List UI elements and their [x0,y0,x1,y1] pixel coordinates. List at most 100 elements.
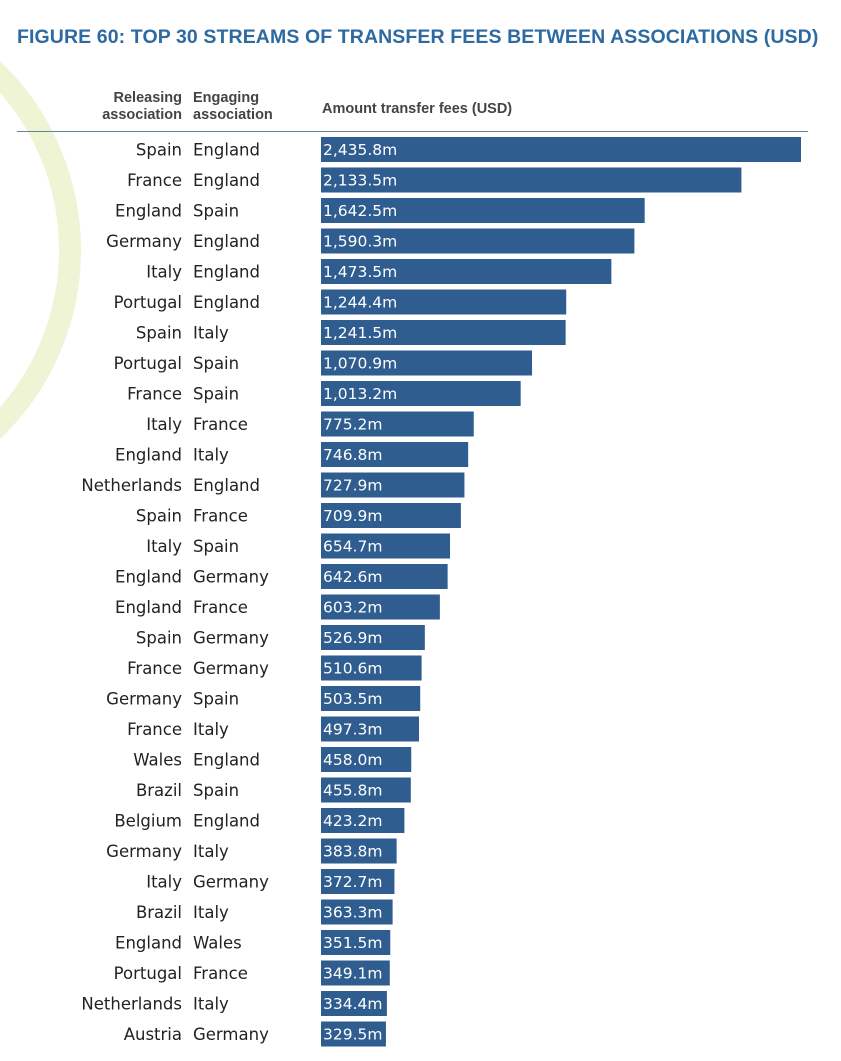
releasing-label: Brazil [136,781,182,800]
engaging-label: Germany [193,873,269,892]
bar [321,960,390,986]
engaging-label: England [193,812,260,831]
bar-value-label: 383.8m [323,843,382,861]
bar-value-label: 775.2m [323,416,382,434]
bar-value-label: 1,642.5m [323,202,397,220]
releasing-label: Brazil [136,903,182,922]
bar [321,442,469,467]
bar [321,564,448,589]
releasing-label: Portugal [114,293,182,312]
releasing-label: Netherlands [81,476,182,495]
bar [321,320,566,345]
bar-value-label: 510.6m [323,660,382,678]
bar-value-label: 372.7m [323,873,382,891]
bar-value-label: 654.7m [323,538,382,556]
releasing-association-header: Releasing association [102,90,182,123]
bar-value-label: 349.1m [323,965,382,983]
engaging-label: England [193,141,260,160]
bar [321,838,397,864]
bar [321,533,451,559]
engaging-label: England [193,751,260,770]
releasing-label: France [127,720,182,739]
engaging-label: France [193,964,248,983]
bar [321,289,567,315]
figure-title: FIGURE 60: TOP 30 STREAMS OF TRANSFER FE… [17,26,819,48]
engaging-label: France [193,507,248,526]
bar [321,381,521,406]
releasing-label: Germany [106,232,182,251]
bar-chart: Spain England 2,435.8m France England 2,133.5… [81,137,801,1047]
releasing-label: Italy [146,537,182,556]
bar-value-label: 423.2m [323,812,382,830]
releasing-label: Wales [133,751,182,770]
bar [321,167,742,193]
bar-value-label: 709.9m [323,507,382,525]
bar-value-label: 1,241.5m [323,324,397,342]
engaging-label: Spain [193,354,239,373]
engaging-association-header: Engaging association [193,90,273,123]
releasing-label: Spain [136,141,182,160]
bar-value-label: 642.6m [323,568,382,586]
amount-header: Amount transfer fees (USD) [322,101,513,117]
releasing-label: Italy [146,263,182,282]
engaging-label: France [193,415,248,434]
releasing-label: Germany [106,690,182,709]
bar-value-label: 1,013.2m [323,385,397,403]
bar [321,503,461,528]
bar [321,411,474,437]
engaging-label: Italy [193,446,229,465]
engaging-label: Italy [193,903,229,922]
bar [321,869,395,894]
releasing-label: Netherlands [81,995,182,1014]
bar [321,472,465,498]
bar-value-label: 363.3m [323,904,382,922]
engaging-label: England [193,263,260,282]
bar [321,991,387,1016]
releasing-label: France [127,659,182,678]
releasing-label: England [115,934,182,953]
bar [321,686,421,711]
releasing-label: England [115,202,182,221]
engaging-label: England [193,171,260,190]
engaging-label: Spain [193,385,239,404]
bar-value-label: 458.0m [323,751,382,769]
bar [321,808,405,833]
bar-value-label: 526.9m [323,629,382,647]
bar [321,655,422,681]
bar [321,350,533,376]
releasing-label: England [115,568,182,587]
engaging-label: Wales [193,934,242,953]
bar-value-label: 497.3m [323,721,382,739]
bar [321,716,419,742]
bar [321,899,393,925]
releasing-label: Germany [106,842,182,861]
releasing-label: Spain [136,629,182,648]
releasing-label: England [115,446,182,465]
releasing-label: Italy [146,415,182,434]
engaging-label: Germany [193,568,269,587]
engaging-label: Spain [193,781,239,800]
engaging-label: Spain [193,690,239,709]
bar-value-label: 329.5m [323,1026,382,1044]
bar-value-label: 2,133.5m [323,172,397,190]
engaging-label: England [193,293,260,312]
releasing-label: Portugal [114,964,182,983]
bar-value-label: 1,244.4m [323,294,397,312]
bar-value-label: 455.8m [323,782,382,800]
bar-value-label: 2,435.8m [323,141,397,159]
header-divider [17,131,808,132]
engaging-label: Italy [193,720,229,739]
bar [321,747,412,772]
engaging-label: Italy [193,995,229,1014]
bar [321,1021,386,1047]
bar [321,137,801,162]
releasing-label: Spain [136,507,182,526]
bar-value-label: 727.9m [323,477,382,495]
engaging-label: France [193,598,248,617]
engaging-label: Spain [193,537,239,556]
bar [321,625,425,650]
bar-value-label: 351.5m [323,934,382,952]
bar [321,594,440,620]
bar [321,228,635,254]
